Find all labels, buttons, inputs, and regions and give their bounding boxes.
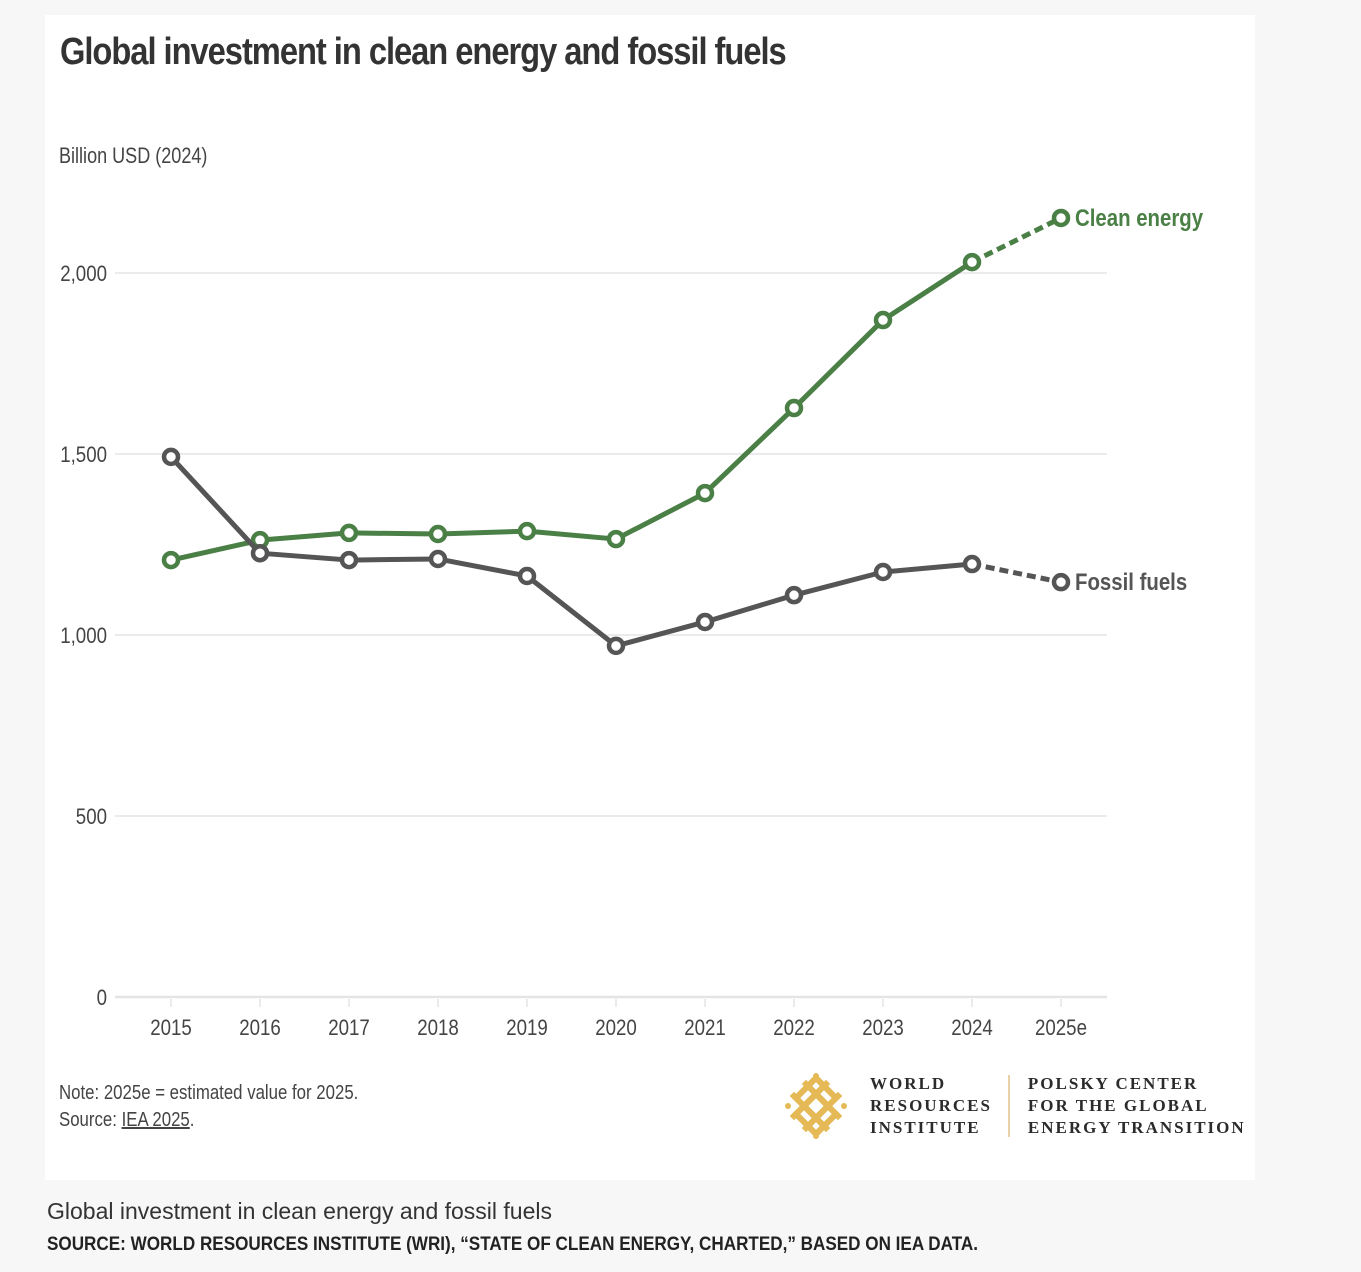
x-tick-label: 2015 — [150, 1017, 192, 1041]
y-tick-label: 1,500 — [60, 444, 107, 468]
x-tick-label: 2024 — [951, 1017, 993, 1041]
polsky-line-3: Energy Transition — [1027, 1118, 1246, 1137]
wri-line-2: Resources — [870, 1096, 992, 1115]
x-tick-label: 2022 — [773, 1017, 815, 1041]
series-fossil-fuels: Fossil fuels — [161, 447, 1187, 656]
clean-energy-point-2019 — [517, 521, 537, 541]
wri-line-3: Institute — [870, 1118, 981, 1137]
fossil-fuels-point-2022 — [784, 585, 804, 605]
y-axis-ticks: 0 500 1,000 1,500 2,000 — [60, 263, 107, 1011]
y-tick-label: 1,000 — [60, 625, 107, 649]
fossil-fuels-point-2015 — [161, 447, 181, 467]
source-prefix: Source: — [59, 1109, 122, 1131]
clean-energy-point-2018 — [428, 524, 448, 544]
fossil-fuels-point-2017 — [339, 550, 359, 570]
x-tick-label: 2016 — [239, 1017, 281, 1041]
clean-energy-point-2025e — [1051, 208, 1071, 228]
clean-energy-point-2021 — [695, 483, 715, 503]
fossil-fuels-point-2023 — [873, 562, 893, 582]
source-link-iea[interactable]: IEA 2025 — [121, 1109, 190, 1131]
fossil-fuels-label: Fossil fuels — [1075, 569, 1187, 596]
clean-energy-line — [170, 260, 974, 563]
source-line: Source: IEA 2025. — [59, 1107, 358, 1134]
gridlines — [115, 272, 1107, 999]
y-tick-label: 500 — [76, 806, 107, 830]
source-suffix: . — [189, 1109, 195, 1131]
fossil-fuels-point-2021 — [695, 612, 715, 632]
clean-energy-estimate-line — [970, 215, 1063, 265]
series-lines: Clean energy Fossil fuels — [161, 204, 1204, 656]
fossil-fuels-point-2024 — [962, 554, 982, 574]
x-tick-label: 2020 — [595, 1017, 637, 1041]
clean-energy-point-2022 — [784, 398, 804, 418]
clean-energy-label: Clean energy — [1075, 204, 1204, 231]
fossil-fuels-point-2019 — [517, 566, 537, 586]
chart-title: Global investment in clean energy and fo… — [60, 31, 787, 73]
wri-line-1: World — [870, 1074, 947, 1093]
clean-energy-point-2017 — [339, 523, 359, 543]
fossil-fuels-point-2018 — [428, 549, 448, 569]
series-clean-energy: Clean energy — [161, 204, 1204, 570]
fossil-fuels-line — [169, 455, 973, 649]
x-tick-label: 2017 — [328, 1017, 370, 1041]
polsky-line-2: for the Global — [1027, 1096, 1209, 1115]
polsky-wordmark: Polsky Center for the Global Energy Tran… — [1028, 1073, 1246, 1139]
polsky-line-1: Polsky Center — [1027, 1074, 1199, 1093]
x-tick-label: 2025e — [1035, 1017, 1087, 1041]
fossil-fuels-point-2020 — [606, 636, 626, 656]
clean-energy-point-2023 — [873, 310, 893, 330]
x-tick-label: 2021 — [684, 1017, 726, 1041]
wri-logo-icon — [785, 1073, 847, 1139]
organization-logos: World Resources Institute Polsky Center … — [780, 1071, 1246, 1141]
chart-note: Note: 2025e = estimated value for 2025. … — [59, 1080, 358, 1134]
fossil-fuels-estimate-line — [971, 561, 1062, 585]
y-tick-label: 2,000 — [60, 263, 107, 287]
clean-energy-point-2020 — [606, 529, 626, 549]
fossil-fuels-point-2025e — [1051, 572, 1071, 592]
logo-divider — [1007, 1075, 1010, 1137]
x-tick-label: 2023 — [862, 1017, 904, 1041]
wri-wordmark: World Resources Institute — [870, 1073, 992, 1139]
chart-card: Global investment in clean energy and fo… — [45, 15, 1255, 1180]
clean-energy-point-2024 — [962, 252, 982, 272]
fossil-fuels-point-2016 — [250, 543, 270, 563]
x-tick-label: 2018 — [417, 1017, 459, 1041]
figure-caption: Global investment in clean energy and fo… — [47, 1198, 553, 1224]
x-tick-label: 2019 — [506, 1017, 548, 1041]
line-chart: 0 500 1,000 1,500 2,000 2015 2016 2017 2018 2019… — [60, 204, 1204, 1040]
note-text: Note: 2025e = estimated value for 2025. — [59, 1082, 359, 1104]
clean-energy-point-2015 — [161, 550, 181, 570]
y-axis-unit-label: Billion USD (2024) — [59, 143, 208, 168]
y-tick-label: 0 — [97, 987, 107, 1011]
x-axis-ticks: 2015 2016 2017 2018 2019 2020 2021 2022 2023 2024… — [150, 999, 1087, 1040]
figure-source: SOURCE: WORLD RESOURCES INSTITUTE (WRI),… — [47, 1234, 979, 1255]
